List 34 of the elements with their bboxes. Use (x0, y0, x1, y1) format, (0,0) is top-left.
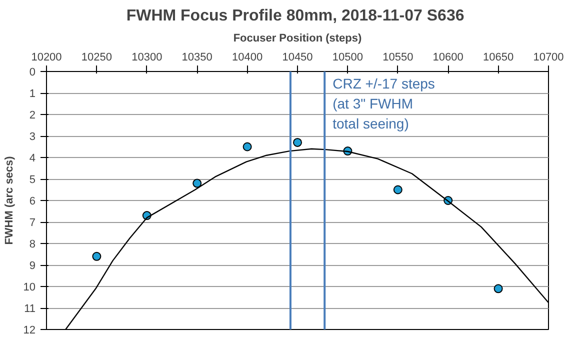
x-axis-title: Focuser Position (steps) (233, 32, 362, 44)
y-tick-label: 11 (24, 303, 36, 315)
y-tick-label: 3 (29, 131, 36, 143)
point (242, 142, 252, 152)
x-tick-label: 10350 (182, 52, 212, 64)
x-tick-label: 10300 (132, 52, 162, 64)
y-tick-label: 10 (23, 282, 36, 294)
y-tick-label: 6 (29, 196, 36, 208)
x-tick-label: 10450 (282, 52, 313, 64)
y-tick-label: 4 (29, 152, 36, 164)
x-tick-label: 10600 (432, 52, 464, 64)
y-tick-label: 9 (29, 260, 36, 272)
annotation: CRZ +/-17 steps (at 3" FWHM total seeing) (332, 76, 435, 132)
y-tick-label: 2 (29, 110, 36, 122)
point (393, 185, 402, 194)
x-tick-label: 10550 (382, 52, 414, 64)
x-tick-label: 10250 (81, 52, 112, 64)
x-tick-label: 10500 (332, 52, 363, 64)
point (293, 138, 302, 147)
x-tick-label: 10650 (483, 52, 514, 64)
x-tick-label: 10200 (31, 52, 62, 64)
y-tick-label: 8 (29, 238, 36, 250)
point (92, 252, 102, 261)
point (192, 178, 202, 188)
y-tick-label: 1 (29, 88, 36, 100)
y-tick-label: 0 (29, 66, 36, 78)
x-tick-label: 10400 (232, 52, 263, 64)
y-tick-label: 5 (29, 174, 36, 186)
point (494, 284, 503, 294)
x-tick-label: 10700 (533, 52, 564, 64)
y-tick-label: 7 (29, 217, 36, 229)
y-axis-title: FWHM (arc secs) (3, 156, 16, 245)
chart-title: FWHM Focus Profile 80mm, 2018-11-07 S636 (126, 8, 464, 24)
y-tick-label: 12 (23, 324, 36, 336)
